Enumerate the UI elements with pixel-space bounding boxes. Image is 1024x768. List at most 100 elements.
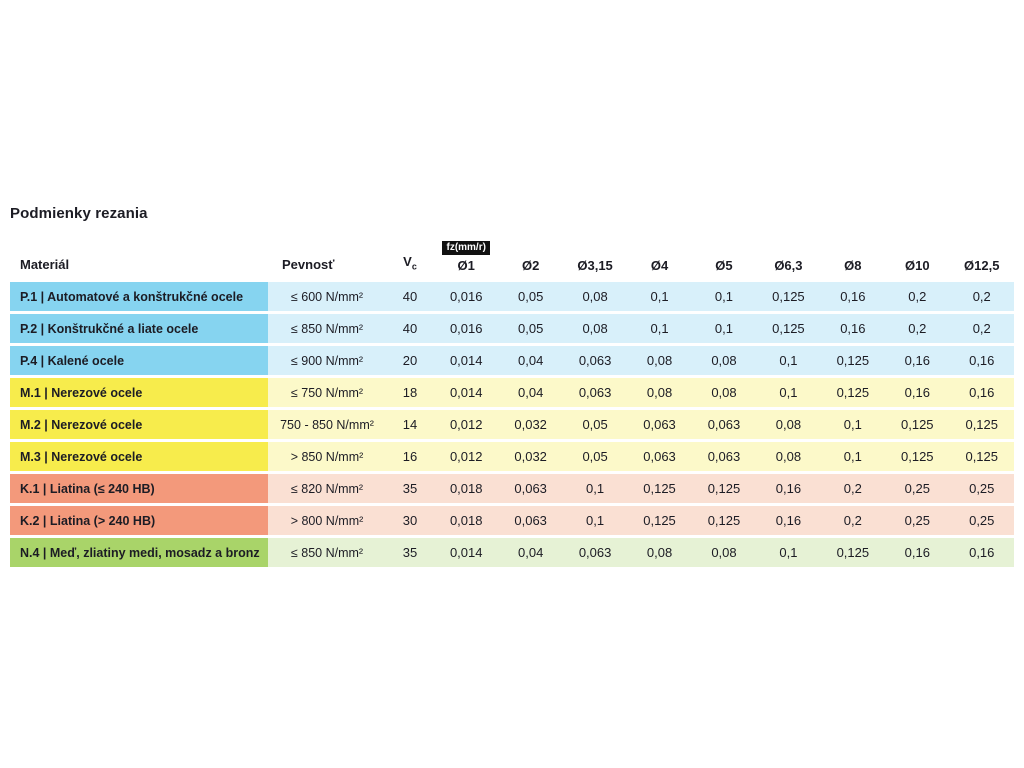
diameter-label: Ø4 [650,258,669,273]
fz-value-cell: 0,1 [691,282,757,311]
material-cell: N.4 | Meď, zliatiny medi, mosadz a bronz [10,538,268,567]
column-header-diameter-5: Ø5 [691,241,757,279]
vc-cell: 18 [386,378,434,407]
table-row: K.1 | Liatina (≤ 240 HB) ≤ 820 N/mm² 35 0,0… [10,474,1014,503]
diameter-label: Ø5 [715,258,733,273]
fz-value-cell: 0,125 [885,410,950,439]
fz-value-cell: 0,2 [820,506,886,535]
vc-cell: 40 [386,282,434,311]
fz-value-cell: 0,018 [434,506,499,535]
fz-value-cell: 0,16 [885,538,950,567]
fz-value-cell: 0,25 [949,474,1014,503]
fz-value-cell: 0,1 [627,282,692,311]
table-row: M.1 | Nerezové ocele ≤ 750 N/mm² 18 0,014 0,… [10,378,1014,407]
fz-value-cell: 0,032 [498,442,563,471]
pevnost-cell: ≤ 820 N/mm² [268,474,386,503]
fz-value-cell: 0,125 [949,442,1014,471]
pevnost-cell: ≤ 850 N/mm² [268,314,386,343]
fz-value-cell: 0,2 [885,282,950,311]
column-header-diameter-7: Ø8 [820,241,886,279]
fz-value-cell: 0,063 [691,442,757,471]
fz-value-cell: 0,063 [627,442,692,471]
fz-value-cell: 0,16 [820,314,886,343]
fz-value-cell: 0,08 [691,346,757,375]
fz-value-cell: 0,04 [498,538,563,567]
fz-value-cell: 0,012 [434,410,499,439]
fz-value-cell: 0,018 [434,474,499,503]
fz-unit-badge: fz(mm/r) [442,241,490,255]
fz-value-cell: 0,16 [949,346,1014,375]
fz-value-cell: 0,05 [498,314,563,343]
fz-value-cell: 0,04 [498,346,563,375]
fz-value-cell: 0,032 [498,410,563,439]
fz-value-cell: 0,05 [562,442,628,471]
diameter-label: Ø6,3 [774,258,803,273]
fz-value-cell: 0,014 [434,538,499,567]
fz-value-cell: 0,063 [562,346,628,375]
fz-value-cell: 0,1 [756,346,821,375]
material-cell: K.2 | Liatina (> 240 HB) [10,506,268,535]
fz-value-cell: 0,125 [949,410,1014,439]
column-header-diameter-3: Ø3,15 [562,241,628,279]
fz-value-cell: 0,1 [562,506,628,535]
fz-value-cell: 0,063 [627,410,692,439]
fz-value-cell: 0,063 [691,410,757,439]
fz-value-cell: 0,125 [691,506,757,535]
column-header-diameter-8: Ø10 [885,241,950,279]
fz-value-cell: 0,1 [820,410,886,439]
table-row: M.2 | Nerezové ocele 750 - 850 N/mm² 14 0,0… [10,410,1014,439]
material-cell: P.1 | Automatové a konštrukčné ocele [10,282,268,311]
fz-value-cell: 0,1 [691,314,757,343]
fz-value-cell: 0,2 [949,314,1014,343]
fz-value-cell: 0,125 [627,474,692,503]
fz-value-cell: 0,1 [562,474,628,503]
fz-value-cell: 0,125 [627,506,692,535]
fz-value-cell: 0,125 [820,346,886,375]
fz-value-cell: 0,1 [820,442,886,471]
fz-value-cell: 0,016 [434,314,499,343]
fz-value-cell: 0,16 [820,282,886,311]
vc-cell: 40 [386,314,434,343]
vc-cell: 14 [386,410,434,439]
pevnost-cell: ≤ 600 N/mm² [268,282,386,311]
fz-value-cell: 0,04 [498,378,563,407]
fz-value-cell: 0,2 [949,282,1014,311]
fz-value-cell: 0,2 [885,314,950,343]
column-header-diameter-1: fz(mm/r) Ø1 [434,241,499,279]
table-header: Materiál Pevnosť Vc fz(mm/r) Ø1 Ø2 Ø3,15 Ø4 Ø… [10,241,1014,279]
column-header-material: Materiál [10,241,268,279]
vc-cell: 35 [386,474,434,503]
fz-value-cell: 0,1 [756,378,821,407]
fz-value-cell: 0,012 [434,442,499,471]
pevnost-cell: ≤ 850 N/mm² [268,538,386,567]
fz-value-cell: 0,08 [627,378,692,407]
fz-value-cell: 0,014 [434,378,499,407]
pevnost-cell: ≤ 750 N/mm² [268,378,386,407]
column-header-vc: Vc [386,241,434,279]
page-title: Podmienky rezania [10,205,148,222]
vc-cell: 20 [386,346,434,375]
column-header-diameter-9: Ø12,5 [949,241,1014,279]
fz-value-cell: 0,016 [434,282,499,311]
diameter-label: Ø10 [904,258,930,273]
fz-value-cell: 0,25 [885,506,950,535]
column-header-diameter-4: Ø4 [627,241,692,279]
fz-value-cell: 0,08 [691,538,757,567]
cutting-conditions-table: Materiál Pevnosť Vc fz(mm/r) Ø1 Ø2 Ø3,15 Ø4 Ø… [10,238,1014,570]
table-row: K.2 | Liatina (> 240 HB) > 800 N/mm² 30 0,0… [10,506,1014,535]
fz-value-cell: 0,063 [498,506,563,535]
material-cell: P.2 | Konštrukčné a liate ocele [10,314,268,343]
fz-value-cell: 0,25 [949,506,1014,535]
fz-value-cell: 0,16 [756,474,821,503]
page: Podmienky rezania Materiál Pevnosť Vc fz… [10,205,1014,570]
table-row: P.2 | Konštrukčné a liate ocele ≤ 850 N/m… [10,314,1014,343]
fz-value-cell: 0,014 [434,346,499,375]
material-cell: M.2 | Nerezové ocele [10,410,268,439]
fz-value-cell: 0,25 [885,474,950,503]
fz-value-cell: 0,125 [885,442,950,471]
table-body: P.1 | Automatové a konštrukčné ocele ≤ 60… [10,282,1014,567]
vc-cell: 35 [386,538,434,567]
fz-value-cell: 0,08 [627,538,692,567]
pevnost-cell: 750 - 850 N/mm² [268,410,386,439]
material-cell: P.4 | Kalené ocele [10,346,268,375]
